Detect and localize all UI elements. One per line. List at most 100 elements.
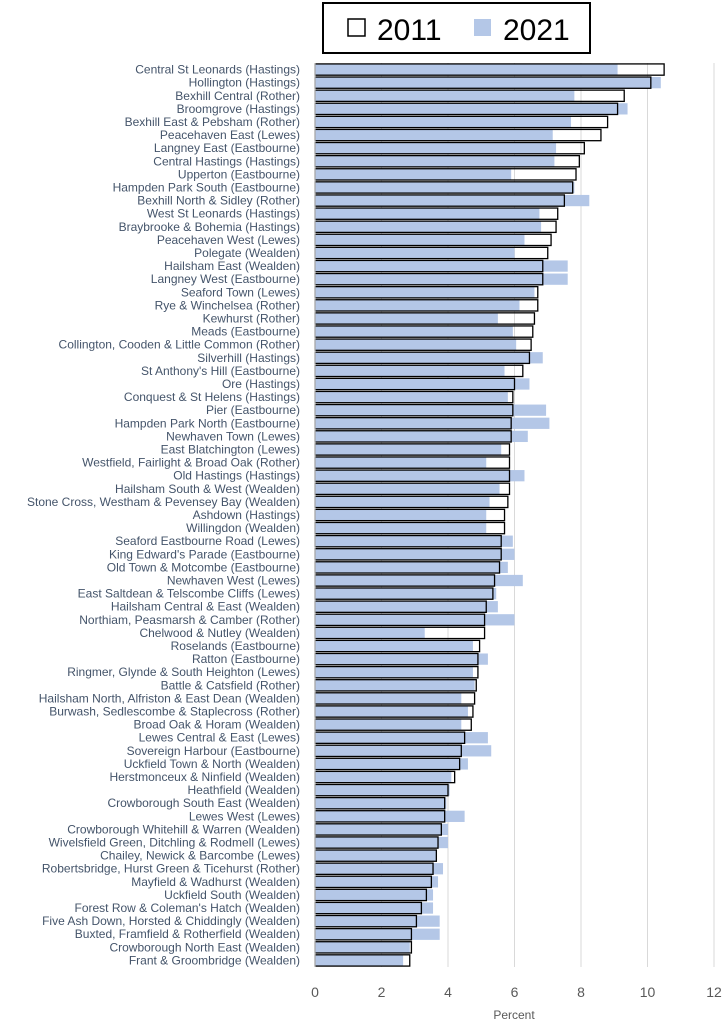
bar-2021 <box>315 90 575 102</box>
x-tick-label: 8 <box>577 984 585 1000</box>
category-label: Hailsham East (Wealden) <box>164 259 300 273</box>
category-label: Lewes Central & East (Lewes) <box>139 731 300 745</box>
bar-2021 <box>315 574 523 587</box>
x-tick-label: 2 <box>378 984 386 1000</box>
legend-box <box>322 2 591 54</box>
category-label: Central St Leonards (Hastings) <box>135 63 300 77</box>
bar-2021 <box>315 797 447 809</box>
category-label: Bexhill Central (Rother) <box>175 89 300 103</box>
bar-2021 <box>315 889 434 901</box>
bar-2021 <box>315 666 473 678</box>
category-label: Roselands (Eastbourne) <box>171 639 300 653</box>
bar-2021 <box>315 679 475 691</box>
bar-2021 <box>315 954 404 967</box>
bar-2021 <box>315 745 492 757</box>
bar-2021 <box>315 705 468 718</box>
category-label: Ore (Hastings) <box>222 377 300 391</box>
category-label: Ashdown (Hastings) <box>193 508 300 522</box>
legend-swatch-2011 <box>347 18 366 37</box>
bar-2021 <box>315 103 628 115</box>
bar-2021 <box>315 758 468 770</box>
category-label: Five Ash Down, Horsted & Chiddingly (Wea… <box>42 914 300 928</box>
category-label: Robertsbridge, Hurst Green & Ticehurst (… <box>42 862 300 876</box>
bar-2021 <box>315 850 437 862</box>
bar-2021 <box>315 443 502 456</box>
category-label: Seaford Town (Lewes) <box>181 285 300 299</box>
bar-2021 <box>315 863 444 875</box>
category-label: Seaford Eastbourne Road (Lewes) <box>115 534 300 548</box>
bar-2021 <box>315 692 462 705</box>
bar-2021 <box>315 404 547 416</box>
category-label: Hailsham North, Alfriston & East Dean (W… <box>39 691 300 705</box>
category-label: East Blatchington (Lewes) <box>161 442 300 456</box>
bars <box>314 63 665 967</box>
category-label: Sovereign Harbour (Eastbourne) <box>127 744 300 758</box>
x-tick-label: 10 <box>640 984 656 1000</box>
legend-label-2021: 2021 <box>503 14 570 47</box>
x-tick-label: 4 <box>444 984 452 1000</box>
bar-2021 <box>315 601 498 613</box>
bar-2021 <box>315 915 440 927</box>
bar-2021 <box>315 194 590 207</box>
category-label: Uckfield Town & North (Wealden) <box>124 757 300 771</box>
x-tick-labels: 0 2 4 6 8 10 12 <box>311 984 722 1000</box>
bar-2021 <box>315 614 515 626</box>
category-label: Kewhurst (Rother) <box>203 311 300 325</box>
bar-2021 <box>315 509 487 521</box>
bar-2021 <box>315 810 465 822</box>
bar-2021 <box>315 168 512 180</box>
bar-2021 <box>315 587 497 600</box>
bar-2021 <box>315 430 528 443</box>
bar-2021 <box>315 928 440 940</box>
bar-2021 <box>315 352 543 364</box>
bar-2021 <box>315 181 575 194</box>
category-label: Stone Cross, Westham & Pevensey Bay (Wea… <box>27 495 300 509</box>
bar-2021 <box>315 417 550 429</box>
category-label: Heathfield (Wealden) <box>187 783 300 797</box>
category-label: Pier (Eastbourne) <box>206 403 300 417</box>
bar-2021 <box>315 77 661 89</box>
bar-2021 <box>315 247 515 259</box>
bar-2021 <box>315 391 508 403</box>
bar-2021 <box>315 129 553 141</box>
bar-2021 <box>315 221 542 233</box>
category-label: Hampden Park South (Eastbourne) <box>113 180 300 194</box>
category-label: Newhaven Town (Lewes) <box>166 429 300 443</box>
x-tick-label: 12 <box>706 984 722 1000</box>
legend-swatch-2021 <box>474 19 491 36</box>
category-labels: Central St Leonards (Hastings)Hollington… <box>27 63 300 968</box>
bar-2021 <box>315 771 452 783</box>
category-label: Hailsham Central & East (Wealden) <box>111 600 300 614</box>
category-label: Central Hastings (Hastings) <box>153 154 300 168</box>
category-label: Lewes West (Lewes) <box>189 809 300 823</box>
category-label: Langney West (Eastbourne) <box>151 272 300 286</box>
bar-2021 <box>315 718 462 731</box>
category-label: Peacehaven West (Lewes) <box>157 233 300 247</box>
bar-2021 <box>315 142 557 154</box>
category-label: Bexhill East & Pebsham (Rother) <box>125 115 300 129</box>
category-label: Forest Row & Coleman's Hatch (Wealden) <box>75 901 301 915</box>
category-label: Braybrooke & Bohemia (Hastings) <box>119 220 300 234</box>
category-label: Willingdon (Wealden) <box>186 521 300 535</box>
bar-2021 <box>315 627 425 639</box>
bar-2021 <box>315 234 525 246</box>
category-label: Herstmonceux & Ninfield (Wealden) <box>109 770 300 784</box>
bar-2021 <box>315 286 535 298</box>
bar-2021 <box>315 732 488 744</box>
bar-2021 <box>315 823 448 836</box>
category-label: Newhaven West (Lewes) <box>167 574 300 588</box>
category-label: Frant & Groombridge (Wealden) <box>129 953 300 967</box>
category-label: Langney East (Eastbourne) <box>154 141 300 155</box>
bar-2021 <box>315 365 505 377</box>
x-axis-title: Percent <box>493 1008 535 1022</box>
bar-2021 <box>315 784 450 796</box>
category-label: Hollington (Hastings) <box>189 76 300 90</box>
bar-2021 <box>315 470 525 482</box>
category-label: Chelwood & Nutley (Wealden) <box>139 626 300 640</box>
category-label: West St Leonards (Hastings) <box>147 207 300 221</box>
bar-2021 <box>315 378 530 390</box>
bar-2021 <box>315 299 520 312</box>
category-label: East Saltdean & Telscombe Cliffs (Lewes) <box>78 587 300 601</box>
category-label: Crowborough Whitehill & Warren (Wealden) <box>67 822 300 836</box>
